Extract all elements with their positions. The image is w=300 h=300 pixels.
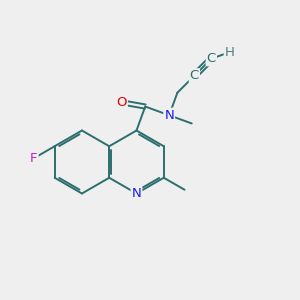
- Text: H: H: [225, 46, 235, 59]
- Text: F: F: [30, 152, 38, 165]
- Text: C: C: [207, 52, 216, 65]
- Text: N: N: [164, 109, 174, 122]
- Text: C: C: [190, 69, 199, 82]
- Text: O: O: [116, 96, 127, 109]
- Text: N: N: [132, 187, 141, 200]
